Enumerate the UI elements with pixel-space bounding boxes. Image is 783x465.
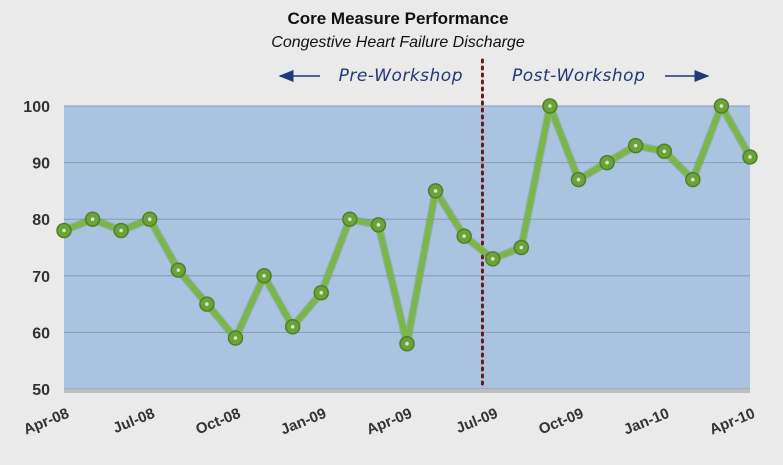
data-point-highlight: [376, 223, 381, 227]
x-tick-label: Jul-08: [111, 405, 158, 437]
x-tick-label: Jan-10: [621, 405, 671, 439]
data-point-highlight: [233, 336, 238, 340]
pre-workshop-label: Pre-Workshop: [339, 66, 463, 86]
x-axis-base: [64, 389, 750, 393]
data-point-highlight: [176, 268, 181, 272]
x-tick-label: Apr-10: [707, 405, 757, 439]
data-point-highlight: [147, 217, 152, 221]
x-tick-label: Apr-09: [364, 405, 414, 439]
data-point-highlight: [605, 160, 609, 165]
chart-title: Core Measure Performance: [287, 9, 508, 28]
x-tick-label: Jan-09: [278, 405, 328, 439]
data-point-highlight: [462, 234, 466, 238]
data-point-highlight: [633, 143, 638, 148]
data-point-highlight: [576, 177, 581, 182]
data-point-highlight: [433, 189, 438, 193]
data-point-highlight: [548, 104, 552, 108]
data-point-highlight: [691, 177, 695, 182]
x-tick-label: Oct-09: [536, 405, 586, 438]
data-point-highlight: [319, 290, 324, 295]
data-point-highlight: [348, 217, 352, 221]
y-tick-label: 50: [32, 382, 50, 399]
y-tick-label: 90: [32, 156, 50, 173]
data-point-highlight: [719, 104, 724, 108]
y-tick-label: 80: [32, 212, 50, 229]
data-point-highlight: [405, 341, 409, 346]
data-point-highlight: [490, 257, 495, 261]
data-point-highlight: [262, 274, 266, 278]
data-point-highlight: [290, 324, 295, 329]
data-point-highlight: [662, 149, 667, 154]
x-tick-label: Jul-09: [454, 405, 501, 437]
data-point-highlight: [119, 228, 123, 233]
y-tick-label: 60: [32, 325, 50, 342]
chart-subtitle: Congestive Heart Failure Discharge: [271, 34, 525, 51]
y-tick-label: 70: [32, 269, 50, 286]
data-point-highlight: [519, 245, 524, 250]
data-point-highlight: [62, 228, 66, 233]
data-point-highlight: [90, 217, 95, 221]
data-point-highlight: [748, 155, 752, 159]
post-workshop-label: Post-Workshop: [512, 66, 645, 86]
x-tick-label: Apr-08: [21, 405, 71, 439]
y-tick-label: 100: [23, 99, 50, 116]
x-tick-label: Oct-08: [193, 405, 243, 438]
data-point-highlight: [205, 302, 209, 306]
